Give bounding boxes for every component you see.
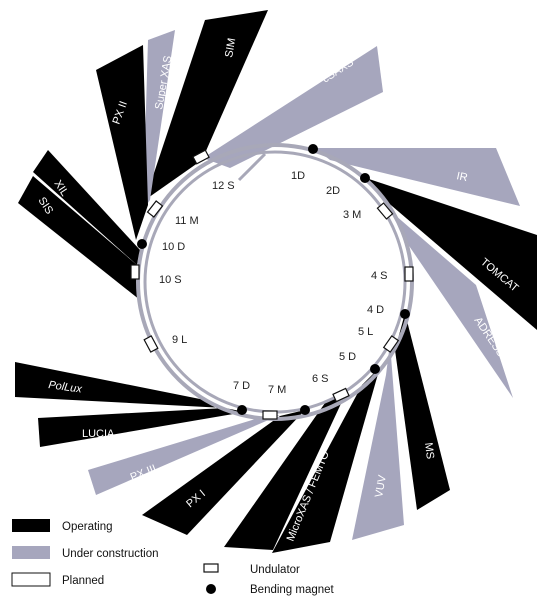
section-label: 2D <box>326 185 340 197</box>
section-label: 4 S <box>371 270 388 282</box>
beamline-label-sim: SIM <box>223 37 238 58</box>
legend-label-under-construction: Under construction <box>62 548 159 560</box>
beamline-label-ms: MS <box>422 442 436 460</box>
bending-magnet-marker <box>300 405 310 415</box>
legend-bending-magnet-symbol <box>206 584 216 594</box>
bending-magnet-marker <box>237 405 247 415</box>
undulator-marker <box>192 149 210 165</box>
undulator-marker <box>382 335 400 353</box>
beamline-px-iii <box>88 415 280 495</box>
beamline-diagnostics <box>224 395 345 550</box>
bending-magnets <box>137 144 410 415</box>
bending-magnet-marker <box>360 173 370 183</box>
section-label: 5 L <box>358 326 373 338</box>
beamline-sis <box>18 176 140 300</box>
bending-magnet-marker <box>137 239 147 249</box>
beamline-xil <box>33 150 140 265</box>
section-label: 1D <box>291 170 305 182</box>
undulator-marker <box>146 200 164 218</box>
undulator-marker <box>143 335 159 353</box>
beamline-label-pollux: PolLux <box>48 379 83 396</box>
section-label: 4 D <box>367 304 384 316</box>
beamline-tomcat <box>366 178 537 330</box>
section-label: 11 M <box>175 215 199 227</box>
ring-inner <box>143 150 407 414</box>
legend-label-operating: Operating <box>62 521 113 533</box>
beamline-lucia <box>38 408 245 447</box>
legend-label-planned: Planned <box>62 575 104 587</box>
legend-swatch-under-construction <box>12 546 50 559</box>
beamline-sim <box>145 10 268 200</box>
beamline-pollux <box>15 362 225 408</box>
beamline-ir <box>315 148 520 206</box>
legend-swatch-operating <box>12 519 50 532</box>
bending-magnet-marker <box>308 144 318 154</box>
beamlines <box>15 10 537 553</box>
beamline-px-i <box>142 410 305 535</box>
section-label: 12 S <box>212 180 235 192</box>
undulators <box>130 149 414 420</box>
beamline-csaxs <box>203 46 383 168</box>
legend-label-bending-magnet: Bending magnet <box>250 584 335 596</box>
undulator-marker <box>130 264 140 280</box>
section-label: 6 S <box>312 373 329 385</box>
section-label: 9 L <box>172 334 187 346</box>
undulator-marker <box>262 410 278 420</box>
legend-label-undulator: Undulator <box>250 564 300 576</box>
legend: Operating Under construction Planned Und… <box>11 519 335 596</box>
beamline-adress <box>395 215 513 398</box>
beamline-label-ir: IR <box>455 170 468 184</box>
legend-undulator-symbol <box>203 563 219 573</box>
undulator-marker <box>404 266 414 282</box>
section-label: 5 D <box>339 351 356 363</box>
bending-magnet-marker <box>400 309 410 319</box>
bending-magnet-marker <box>370 364 380 374</box>
beamline-label-vuv: VUV <box>373 474 389 499</box>
section-label: 7 M <box>268 384 286 396</box>
section-label: 10 D <box>162 241 185 253</box>
beamline-super-xas <box>143 30 175 210</box>
undulator-marker <box>376 202 394 220</box>
section-label: 10 S <box>159 274 182 286</box>
ring-spur <box>237 152 267 182</box>
section-labels: 1D 2D 3 M 4 S 4 D 5 L 5 D 6 S 7 M 7 D 9 … <box>159 170 388 396</box>
beamline-label-lucia: LUCIA <box>82 428 115 440</box>
beamline-px-ii <box>96 45 148 240</box>
beamline-ms <box>395 313 450 510</box>
undulator-marker <box>332 387 350 403</box>
section-label: 3 M <box>343 209 361 221</box>
beamline-vuv <box>352 343 404 540</box>
section-label: 7 D <box>233 380 250 392</box>
beamline-microxas <box>272 367 380 553</box>
legend-swatch-planned <box>11 572 51 587</box>
